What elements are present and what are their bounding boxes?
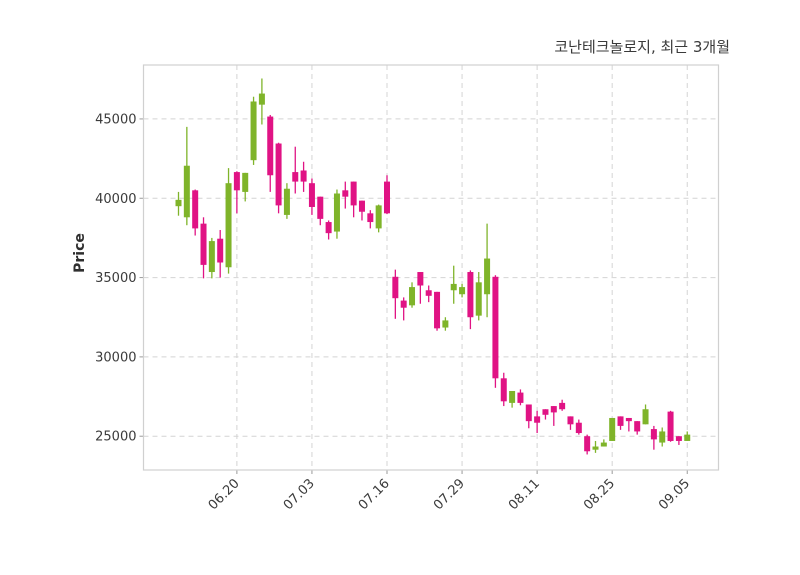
candle-body-up (283, 188, 290, 215)
candle-body-down (200, 223, 207, 265)
candle-body-down (267, 116, 274, 176)
x-tick-label: 07.03 (281, 476, 318, 513)
candle-body-down (500, 378, 507, 402)
candle-body-down (358, 200, 365, 212)
candle-body-up (375, 205, 382, 229)
candle-body-down (308, 183, 315, 207)
chart-title: 코난테크놀로지, 최근 3개월 (554, 38, 730, 56)
candle-body-up (459, 287, 466, 295)
plot-border (142, 64, 720, 471)
candle-body-down (667, 411, 674, 441)
candle-body-up (609, 417, 616, 441)
candle-body-up (509, 390, 516, 403)
candle-body-down (275, 143, 282, 206)
candle-body-down (400, 300, 407, 308)
y-tick-label: 25000 (95, 430, 136, 445)
candle-body-down (367, 213, 374, 223)
candle-body-down (534, 416, 541, 423)
y-tick-label: 40000 (95, 192, 136, 207)
candle-body-down (434, 291, 441, 329)
candle-body-up (250, 101, 257, 161)
candle-body-up (175, 199, 182, 207)
y-tick-label: 30000 (95, 350, 136, 365)
candle-body-down (233, 172, 240, 191)
candle-body-down (300, 170, 307, 182)
y-tick-label: 35000 (95, 271, 136, 286)
candle-body-up (208, 241, 215, 273)
x-tick-label: 07.16 (356, 476, 393, 513)
candle-body-down (342, 190, 349, 197)
candle-body-down (317, 196, 324, 219)
candle-body-down (675, 436, 682, 441)
candle-body-up (684, 434, 691, 441)
candle-body-down (625, 417, 632, 422)
x-tick-label: 07.29 (431, 476, 468, 513)
candle-body-down (617, 416, 624, 426)
candle-body-down (384, 181, 390, 214)
x-tick-label: 08.25 (581, 476, 618, 513)
candle-body-down (492, 276, 499, 379)
candle-body-up (442, 320, 449, 328)
candle-body-down (634, 421, 641, 432)
candle-body-up (484, 258, 491, 295)
candle-body-down (417, 272, 424, 286)
candle-body-down (292, 172, 299, 182)
candle-body-up (600, 442, 607, 447)
candle-body-up (333, 193, 340, 232)
candle-body-down (392, 276, 399, 299)
candle-body-up (642, 409, 649, 425)
candle-body-down (350, 181, 357, 206)
candle-body-up (659, 431, 666, 443)
candle-body-down (325, 222, 332, 234)
candle-body-up (475, 282, 482, 316)
y-tick-label: 45000 (95, 112, 136, 127)
candle-body-up (258, 93, 265, 105)
candle-body-up (592, 446, 599, 450)
candle-body-down (467, 272, 474, 318)
candle-body-down (425, 290, 432, 296)
candle-body-up (225, 183, 232, 268)
candle-body-down (217, 238, 224, 263)
candle-body-up (183, 165, 190, 218)
candle-body-down (567, 416, 574, 425)
candle-body-down (550, 406, 557, 413)
candle-body-down (542, 409, 549, 415)
x-tick-label: 09.05 (656, 476, 693, 513)
candle-body-up (450, 283, 457, 291)
candle-body-up (242, 172, 249, 192)
x-tick-label: 08.11 (506, 476, 543, 513)
candle-body-down (650, 429, 657, 440)
candle-body-down (525, 404, 532, 422)
candle-body-down (559, 402, 566, 410)
candle-body-down (575, 422, 582, 434)
x-tick-label: 06.20 (206, 476, 243, 513)
candle-body-down (192, 190, 199, 229)
candle-body-up (409, 287, 416, 306)
candle-body-down (517, 392, 524, 403)
candle-body-down (584, 436, 591, 452)
